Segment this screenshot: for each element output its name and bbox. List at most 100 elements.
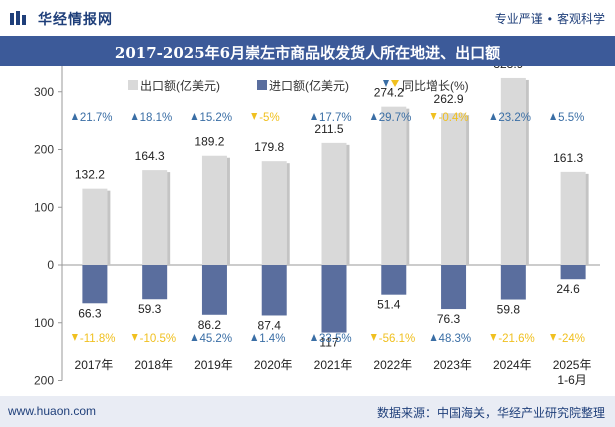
export-bar-shadow [107, 190, 111, 265]
export-bar [82, 188, 108, 265]
export-bar [381, 106, 407, 265]
export-bar [201, 155, 227, 265]
export-bar-shadow [167, 172, 171, 265]
import-value-label: 59.3 [138, 302, 162, 316]
import-growth-up-arrow-icon [251, 334, 258, 341]
export-growth-label: 15.2% [199, 112, 232, 124]
import-bar [201, 265, 227, 315]
export-growth-up-arrow-icon [370, 113, 377, 120]
import-bar [381, 265, 407, 295]
y-tick-label: 200 [34, 374, 54, 388]
export-growth-down-arrow-icon [430, 113, 437, 120]
legend-import-label: 进口额(亿美元) [269, 78, 349, 93]
import-value-label: 51.4 [377, 298, 401, 312]
dot-separator-icon: • [547, 12, 552, 26]
export-growth-up-arrow-icon [490, 113, 497, 120]
y-tick-label: 100 [34, 200, 54, 214]
export-bar [441, 113, 467, 265]
import-growth-up-arrow-icon [311, 334, 317, 341]
logo-icon [10, 11, 26, 25]
import-value-label: 66.3 [78, 306, 102, 320]
export-value-label: 179.8 [254, 140, 284, 154]
import-growth-down-arrow-icon [490, 334, 497, 341]
x-tick-label-line2: 1-6月 [557, 373, 586, 387]
legend-export-label: 出口额(亿美元) [140, 78, 220, 93]
export-bar [142, 170, 168, 265]
import-growth-label: 1.4% [259, 333, 285, 345]
export-value-label: 323.9 [493, 66, 523, 71]
import-growth-up-arrow-icon [430, 334, 437, 341]
footer: www.huaon.com 数据来源：中国海关，华经产业研究院整理 [0, 396, 615, 427]
export-bar-shadow [406, 108, 410, 265]
import-value-label: 24.6 [556, 282, 580, 296]
export-growth-up-arrow-icon [131, 113, 138, 120]
export-value-label: 262.9 [434, 92, 464, 106]
export-value-label: 164.3 [135, 149, 165, 163]
export-value-label: 161.3 [553, 151, 583, 165]
export-growth-label: 17.7% [319, 112, 352, 124]
x-tick-label: 2020年 [254, 358, 293, 372]
import-growth-label: -56.1% [379, 333, 415, 345]
import-value-label: 86.2 [198, 318, 222, 332]
import-bar [82, 265, 108, 304]
import-value-label: 76.3 [437, 312, 461, 326]
export-bar [261, 161, 287, 265]
logo-text: 华经情报网 [38, 11, 113, 27]
import-bar [142, 265, 168, 300]
export-bar-shadow [466, 115, 470, 265]
x-tick-label: 2025年 [553, 358, 592, 372]
legend-down-arrow-icon [391, 80, 399, 87]
x-tick-label: 2023年 [433, 358, 472, 372]
export-growth-up-arrow-icon [191, 113, 198, 120]
legend-growth-label: 同比增长(%) [402, 79, 469, 93]
x-tick-label: 2018年 [134, 358, 173, 372]
export-bar-shadow [585, 173, 589, 265]
x-tick-label: 2017年 [75, 358, 114, 372]
import-value-label: 87.4 [258, 318, 282, 332]
y-tick-label: 300 [34, 85, 54, 99]
export-growth-label: -0.4% [439, 112, 469, 124]
export-value-label: 274.2 [374, 86, 404, 100]
tagline: 专业严谨 • 客观科学 [495, 10, 605, 27]
import-growth-label: 33.5% [319, 333, 352, 345]
x-tick-label: 2024年 [493, 358, 532, 372]
import-bar [560, 265, 586, 280]
tagline-right: 客观科学 [556, 12, 605, 26]
export-bar-shadow [226, 157, 230, 265]
import-growth-label: -24% [558, 333, 585, 345]
export-bar [560, 171, 586, 265]
y-tick-label: 0 [47, 258, 54, 272]
export-bar-shadow [286, 163, 290, 265]
import-growth-down-arrow-icon [550, 334, 557, 341]
y-tick-label: 100 [34, 316, 54, 330]
import-value-label: 117 [319, 336, 338, 350]
export-growth-down-arrow-icon [251, 113, 258, 120]
export-growth-up-arrow-icon [311, 113, 317, 120]
import-bar [261, 265, 287, 316]
export-bar-shadow [346, 144, 350, 265]
import-growth-label: -10.5% [140, 333, 176, 345]
import-growth-down-arrow-icon [71, 334, 78, 341]
x-tick-label: 2021年 [314, 358, 353, 372]
import-bar [441, 265, 467, 310]
export-growth-label: 18.1% [140, 112, 173, 124]
export-growth-label: 21.7% [80, 112, 113, 124]
export-value-label: 132.2 [75, 168, 105, 182]
import-growth-label: -11.8% [80, 333, 116, 345]
footer-website: www.huaon.com [8, 404, 97, 418]
chart-title: 2017-2025年6月崇左市商品收发货人所在地进、出口额 [114, 44, 501, 62]
export-value-label: 189.2 [194, 135, 224, 149]
import-growth-down-arrow-icon [131, 334, 138, 341]
export-growth-up-arrow-icon [71, 113, 78, 120]
tagline-left: 专业严谨 [494, 12, 543, 26]
x-tick-label: 2019年 [194, 358, 233, 372]
import-growth-label: 48.3% [439, 333, 472, 345]
title-bar: 2017-2025年6月崇左市商品收发货人所在地进、出口额 [0, 36, 615, 66]
import-bar [500, 265, 526, 300]
export-bar [500, 77, 526, 265]
export-growth-label: -5% [259, 112, 279, 124]
legend-up-arrow-icon [383, 80, 389, 87]
chart-area: 出口额(亿美元)进口额(亿美元)同比增长(%)40030020010001002… [0, 27, 615, 396]
y-tick-label: 200 [34, 143, 54, 157]
import-growth-label: 45.2% [199, 333, 232, 345]
